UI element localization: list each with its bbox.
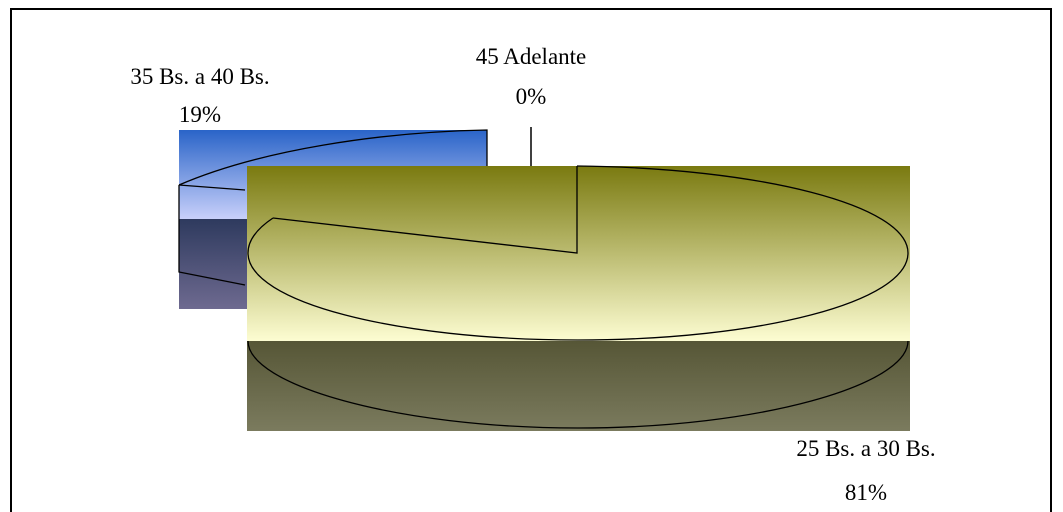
slice-25-30-cut bbox=[272, 166, 578, 254]
label-35-40-name: 35 Bs. a 40 Bs. bbox=[130, 64, 269, 89]
label-35-40-percent: 19% bbox=[179, 102, 221, 127]
label-45-name: 45 Adelante bbox=[476, 44, 587, 69]
slice-25-30-top bbox=[247, 166, 910, 341]
slice-25-30-ellipse bbox=[247, 165, 909, 341]
label-45-percent: 0% bbox=[516, 84, 547, 109]
slice-25-30-side bbox=[247, 341, 910, 431]
slice-25-30 bbox=[247, 165, 910, 431]
slice-25-30-bottom-rim bbox=[247, 340, 909, 429]
slice-35-40-outline bbox=[178, 129, 488, 286]
label-25-30-name: 25 Bs. a 30 Bs. bbox=[796, 436, 935, 461]
label-25-30-percent: 81% bbox=[845, 480, 887, 505]
